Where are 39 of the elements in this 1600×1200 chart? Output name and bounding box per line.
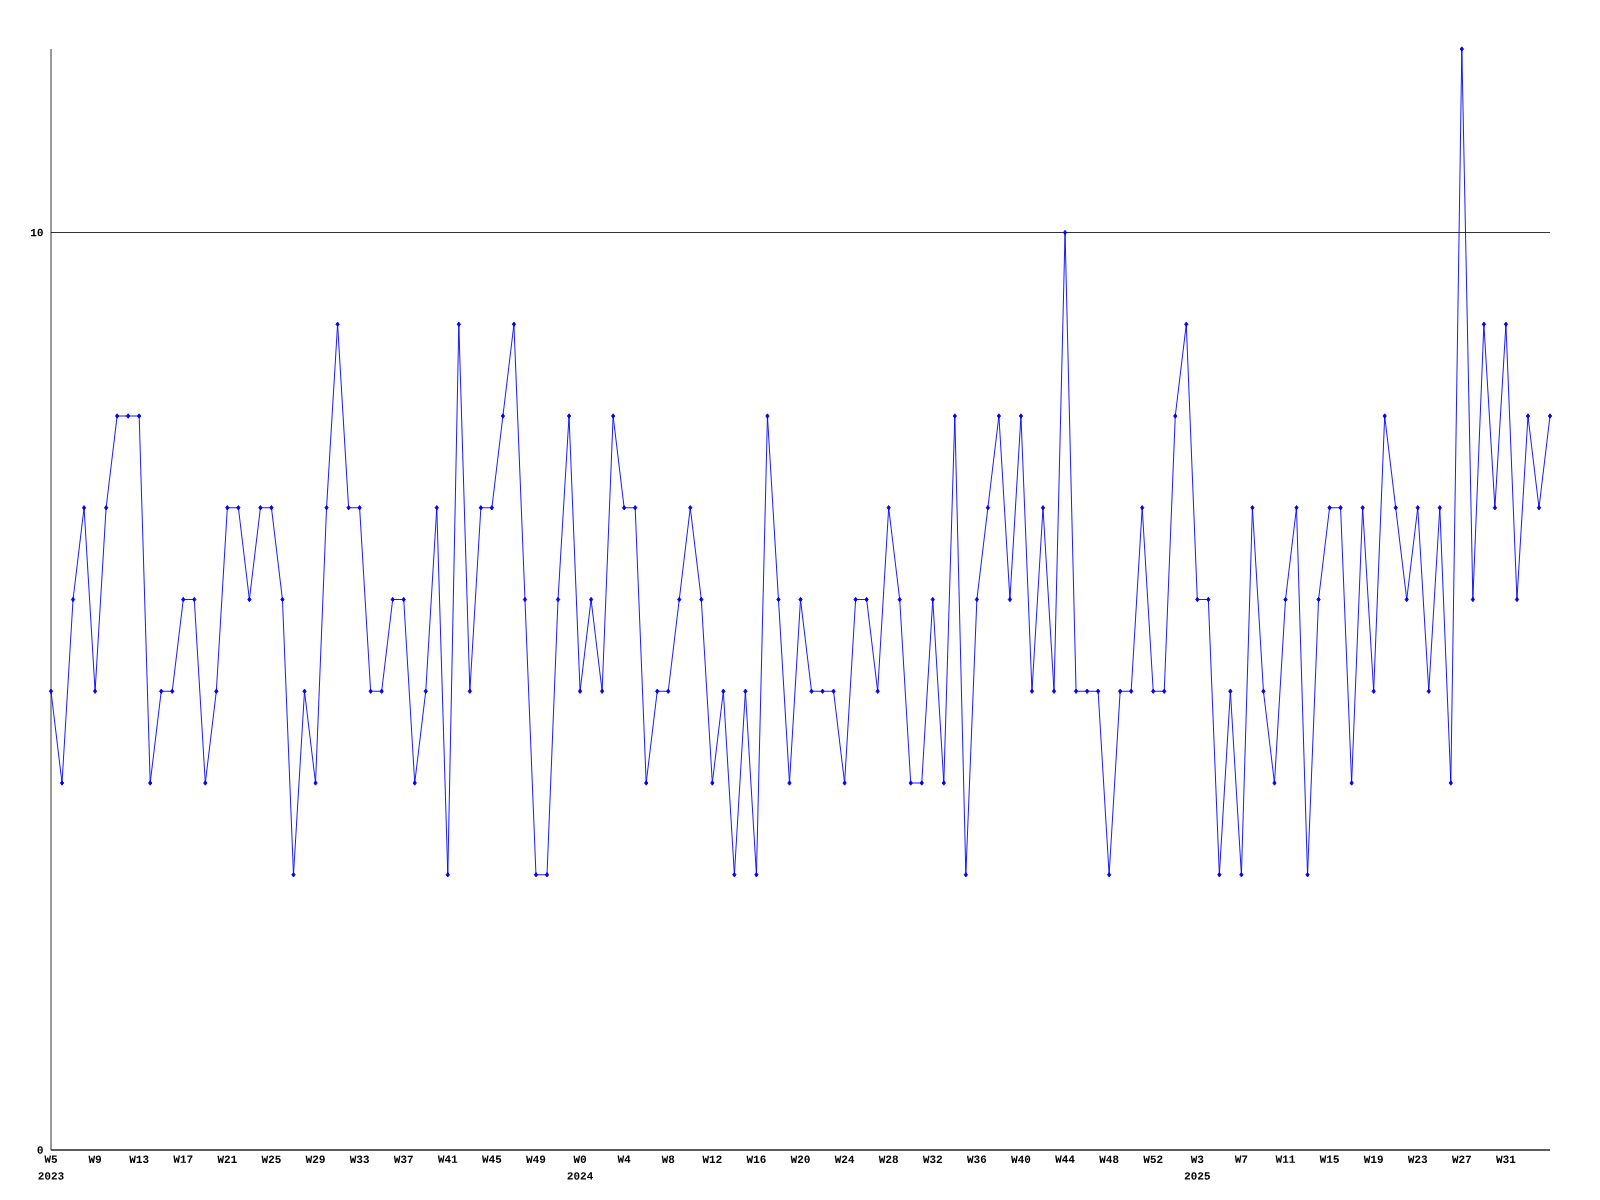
y-tick-label: 0 [37,1146,43,1154]
x-tick-label: W31 [1496,1155,1516,1163]
x-tick-label: W36 [966,1155,987,1163]
x-tick-label: W11 [1275,1155,1295,1163]
x-tick-label: W21 [217,1155,237,1163]
y-tick-label: 10 [31,228,43,237]
x-tick-label: W23 [1407,1155,1428,1163]
x-tick-label: W13 [129,1155,149,1163]
x-tick-label: W17 [173,1155,193,1163]
x-tick-label: W20 [790,1155,810,1163]
x-tick-label: W33 [349,1155,369,1163]
x-tick-label: W37 [393,1155,413,1163]
x-tick-label: W7 [1234,1155,1248,1163]
x-tick-label: W40 [1011,1155,1031,1163]
x-tick-label: W27 [1451,1155,1471,1163]
x-tick-label: W3 [1190,1155,1204,1163]
x-tick-label: W15 [1319,1155,1339,1163]
text: 2024 [567,1172,593,1180]
x-tick-label: W44 [1055,1155,1075,1163]
text: 2023 [38,1172,64,1180]
text: 2025 [1184,1172,1210,1180]
x-tick-label: W49 [526,1155,546,1163]
x-tick-label: W0 [573,1155,587,1163]
x-tick-label: W24 [834,1155,855,1163]
x-tick-label: W8 [661,1155,675,1163]
x-tick-label: W25 [261,1155,281,1163]
x-tick-label: W28 [878,1155,898,1163]
x-tick-label: W48 [1099,1155,1119,1163]
x-tick-label: W16 [746,1155,766,1163]
x-tick-label: W9 [88,1155,102,1163]
x-tick-label: W5 [44,1155,58,1163]
x-tick-label: W41 [437,1155,458,1163]
x-tick-label: W4 [617,1155,631,1163]
x-tick-label: W12 [702,1155,722,1163]
x-tick-label: W52 [1143,1155,1163,1163]
x-tick-label: W19 [1363,1155,1383,1163]
x-tick-label: W45 [481,1155,502,1163]
x-tick-label: W32 [922,1155,943,1163]
x-tick-label: W29 [305,1155,325,1163]
